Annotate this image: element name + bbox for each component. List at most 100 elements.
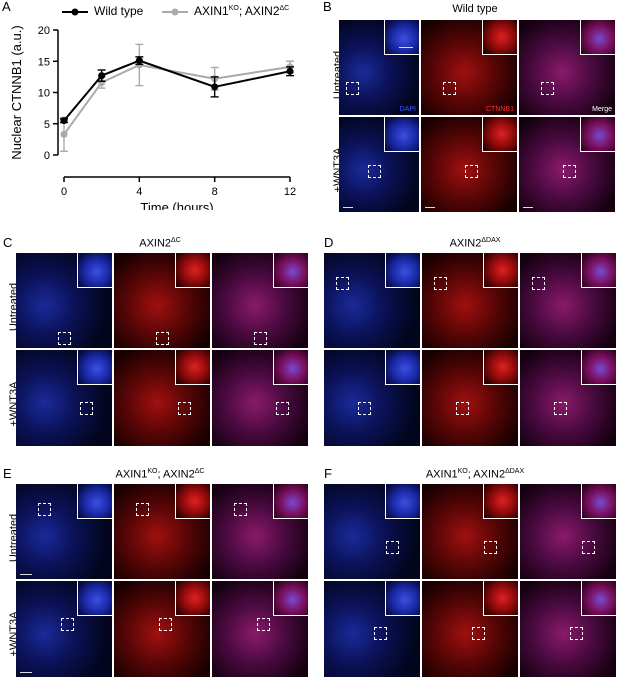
roi-box	[257, 618, 270, 631]
roi-box	[554, 402, 567, 415]
x-tick-label: 0	[61, 186, 67, 198]
roi-box	[368, 165, 381, 178]
scale-bar	[20, 672, 32, 673]
panel-label-e: E	[3, 466, 12, 481]
micrograph-c-untreated-ctnnb1	[114, 253, 210, 348]
micrograph-f-wnt3a-dapi	[324, 581, 420, 677]
inset	[77, 350, 112, 385]
panel-e-title-a: AXIN1	[115, 468, 148, 481]
roi-box	[541, 82, 554, 95]
panel-f-title-a: AXIN1	[425, 468, 458, 481]
panel-f-title-b: ; AXIN2	[467, 468, 506, 481]
series-line	[63, 63, 291, 135]
y-tick-label: 15	[38, 56, 50, 68]
legend-name-b: ; AXIN2	[238, 4, 280, 18]
inset	[385, 581, 420, 616]
inset	[580, 20, 615, 55]
inset	[384, 20, 419, 55]
panel-b-title: Wild type	[452, 3, 498, 15]
inset	[482, 20, 517, 55]
inset	[175, 484, 210, 519]
scale-bar	[343, 207, 353, 208]
inset	[581, 253, 616, 288]
panel-c-title-sup: ΔC	[171, 237, 181, 244]
roi-box	[386, 541, 399, 554]
micrograph-d-wnt3a-ctnnb1	[422, 350, 518, 446]
micrograph-e-untreated-dapi	[16, 484, 112, 579]
x-tick-label: 12	[284, 186, 296, 198]
roi-box	[38, 503, 51, 516]
inset	[175, 253, 210, 288]
channel-label-merge: Merge	[592, 106, 612, 113]
y-tick-label: 5	[44, 119, 50, 131]
line-chart: 0 5 10 15 20 0 4 8 12 Time (hours) Nuclear CTNNB1 …	[9, 25, 296, 210]
micrograph-c-wnt3a-merge	[212, 350, 308, 446]
micrograph-f-wnt3a-ctnnb1	[422, 581, 518, 677]
micrograph-f-wnt3a-merge	[520, 581, 616, 677]
data-point	[60, 117, 68, 125]
micrograph-e-untreated-ctnnb1	[114, 484, 210, 579]
data-point	[60, 130, 68, 138]
panel-d-title-main: AXIN2	[449, 237, 482, 250]
data-point	[286, 67, 294, 75]
y-axis-label: Nuclear CTNNB1 (a.u.)	[9, 25, 24, 159]
roi-box	[456, 402, 469, 415]
micrograph-d-untreated-dapi	[324, 253, 420, 348]
legend-sup-ko: KO	[228, 5, 239, 12]
roi-box	[156, 332, 169, 345]
roi-box	[570, 627, 583, 640]
micrograph-wt-untreated-merge: Merge	[519, 20, 615, 115]
roi-box	[443, 82, 456, 95]
inset	[483, 581, 518, 616]
roi-box	[484, 541, 497, 554]
scale-bar	[425, 207, 435, 208]
x-tick-label: 4	[136, 186, 142, 198]
panel-e-title-sup: ΔC	[194, 468, 205, 475]
micrograph-c-wnt3a-ctnnb1	[114, 350, 210, 446]
roi-box	[336, 277, 349, 290]
data-point	[98, 72, 106, 80]
micrograph-d-untreated-ctnnb1	[422, 253, 518, 348]
micrograph-c-wnt3a-dapi	[16, 350, 112, 446]
micrograph-wt-untreated-ctnnb1: CTNNB1	[421, 20, 517, 115]
data-point	[135, 57, 143, 65]
roi-box	[61, 618, 74, 631]
inset	[581, 581, 616, 616]
micrograph-wt-wnt3a-merge	[519, 117, 615, 212]
inset	[273, 581, 308, 616]
x-tick-label: 8	[212, 186, 218, 198]
panel-f-title-sup-ko: KO	[457, 468, 468, 475]
inset	[273, 484, 308, 519]
inset	[581, 350, 616, 385]
roi-box	[276, 402, 289, 415]
inset	[77, 253, 112, 288]
roi-box	[434, 277, 447, 290]
legend-name-a: AXIN1	[194, 4, 229, 18]
panel-label-f: F	[324, 466, 332, 481]
micrograph-wt-untreated-dapi: DAPI	[339, 20, 419, 115]
chart-series	[60, 43, 294, 152]
inset	[482, 117, 517, 152]
series-1	[60, 43, 294, 152]
roi-box	[374, 627, 387, 640]
roi-box	[136, 503, 149, 516]
micrograph-e-wnt3a-ctnnb1	[114, 581, 210, 677]
inset	[77, 484, 112, 519]
panel-f-title-sup: ΔDAX	[505, 468, 525, 475]
roi-box	[472, 627, 485, 640]
legend-entry-wild-type: Wild type	[94, 4, 144, 18]
scale-bar	[20, 574, 32, 575]
inset	[385, 253, 420, 288]
x-axis-label: Time (hours)	[140, 200, 213, 210]
chart-axes: 0 5 10 15 20 0 4 8 12 Time (hours) Nuclear CTNNB1 …	[9, 25, 296, 210]
inset	[385, 350, 420, 385]
panel-e-title-b: ; AXIN2	[157, 468, 195, 481]
inset	[273, 350, 308, 385]
micrograph-e-wnt3a-merge	[212, 581, 308, 677]
micrograph-e-wnt3a-dapi	[16, 581, 112, 677]
micrograph-d-untreated-merge	[520, 253, 616, 348]
scale-bar	[399, 47, 413, 48]
roi-box	[159, 618, 172, 631]
micrograph-d-wnt3a-merge	[520, 350, 616, 446]
roi-box	[346, 82, 359, 95]
